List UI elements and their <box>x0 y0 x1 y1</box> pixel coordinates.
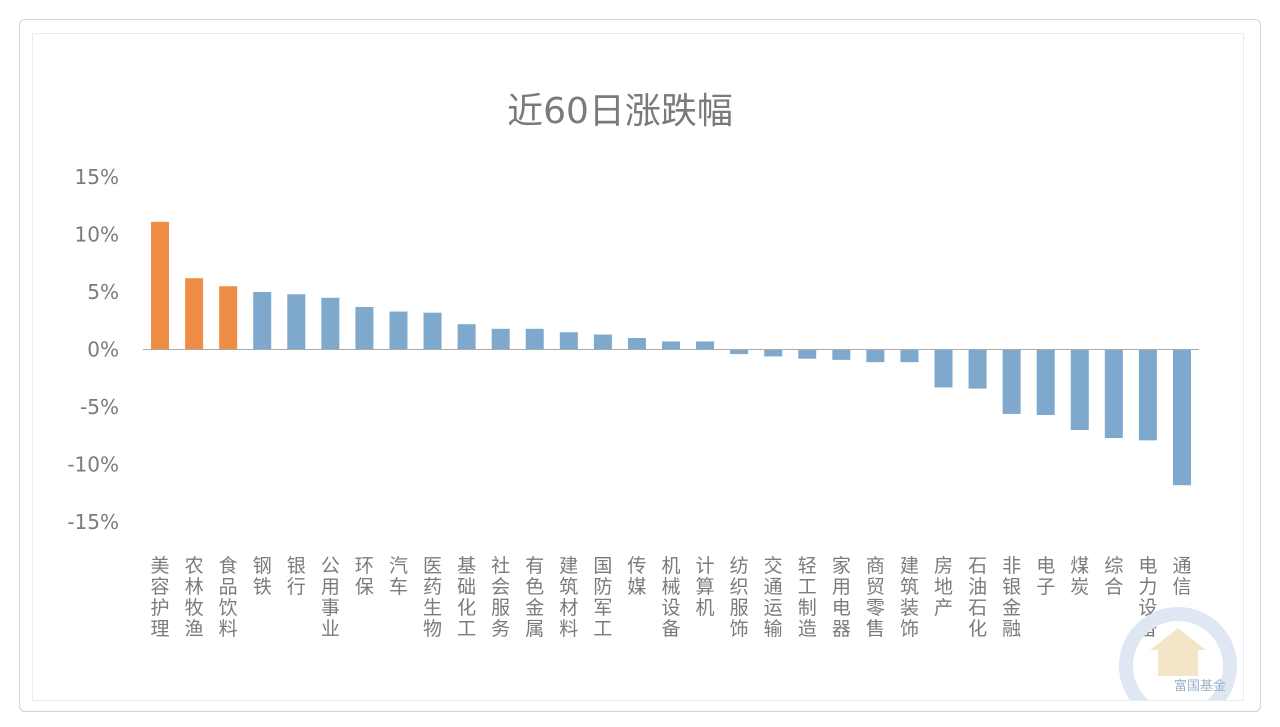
x-tick-label: 农林牧渔 <box>185 555 204 640</box>
bar-17 <box>696 341 715 350</box>
bar-12 <box>525 328 544 350</box>
x-tick-label: 交通运输 <box>764 555 783 640</box>
bar-7 <box>355 306 374 350</box>
bar-10 <box>457 324 476 350</box>
x-tick-label: 通信 <box>1172 555 1191 598</box>
x-tick-label: 社会服务 <box>491 555 510 640</box>
chart-outer-frame <box>19 19 1261 712</box>
bar-23 <box>900 349 919 363</box>
x-tick-label: 汽车 <box>389 555 408 598</box>
y-axis-labels: 15% 10% 5% 0% -5% -10% -15% <box>67 165 119 534</box>
x-tick-label: 食品饮料 <box>219 555 238 640</box>
x-tick-label: 房地产 <box>934 555 953 619</box>
x-tick-label: 美容护理 <box>151 555 170 640</box>
bar-15 <box>627 338 646 350</box>
bar-8 <box>389 311 408 350</box>
x-tick-label: 家用电器 <box>832 555 851 640</box>
x-tick-label: 基础化工 <box>457 555 476 640</box>
x-tick-label: 综合 <box>1104 555 1123 598</box>
chart-title: 近60日涨跌幅 <box>507 91 733 132</box>
bar-22 <box>866 349 885 363</box>
x-tick-label: 国防军工 <box>593 555 612 640</box>
bar-20 <box>798 349 817 359</box>
x-tick-label: 银行 <box>287 555 306 598</box>
y-tick-label: -15% <box>67 510 119 534</box>
bar-9 <box>423 312 442 350</box>
x-tick-label: 石油石化 <box>968 555 987 640</box>
bar-11 <box>491 328 510 350</box>
bar-18 <box>730 349 749 355</box>
bar-24 <box>934 349 953 388</box>
x-tick-label: 环保 <box>355 555 374 598</box>
bar-31 <box>1172 349 1191 486</box>
bar-1 <box>151 221 170 350</box>
bar-16 <box>662 341 680 350</box>
bar-3 <box>219 286 238 350</box>
x-tick-label: 传媒 <box>627 555 646 598</box>
bars <box>151 221 1191 486</box>
y-tick-label: -10% <box>67 453 119 477</box>
bar-5 <box>287 294 306 350</box>
x-tick-label: 医药生物 <box>423 555 442 640</box>
y-tick-label: 0% <box>87 338 119 362</box>
y-tick-label: 15% <box>75 165 119 189</box>
x-tick-label: 轻工制造 <box>798 555 817 640</box>
bar-19 <box>764 349 783 357</box>
x-tick-label: 公用事业 <box>321 555 340 640</box>
x-tick-label: 电力设备 <box>1138 555 1157 640</box>
x-tick-label: 建筑装饰 <box>900 555 919 640</box>
y-tick-label: 5% <box>87 280 119 304</box>
bar-21 <box>832 349 851 360</box>
bar-6 <box>321 297 340 350</box>
bar-13 <box>559 332 578 350</box>
x-tick-label: 计算机 <box>696 555 715 619</box>
x-tick-label: 建筑材料 <box>559 555 578 640</box>
x-tick-label: 纺织服饰 <box>730 555 749 640</box>
bar-4 <box>253 292 272 350</box>
y-tick-label: 10% <box>75 223 119 247</box>
x-tick-label: 有色金属 <box>525 555 544 640</box>
bar-30 <box>1138 349 1157 441</box>
x-tick-label: 电子 <box>1036 555 1055 598</box>
bar-14 <box>593 334 612 350</box>
y-tick-label: -5% <box>80 395 119 419</box>
x-tick-label: 煤炭 <box>1070 555 1089 598</box>
bar-2 <box>185 278 204 350</box>
bar-27 <box>1036 349 1055 416</box>
x-tick-label: 非银金融 <box>1002 555 1021 640</box>
x-tick-label: 商贸零售 <box>866 555 885 640</box>
x-tick-label: 钢铁 <box>253 555 272 598</box>
bar-25 <box>968 349 987 389</box>
bar-29 <box>1104 349 1123 439</box>
x-tick-label: 机械设备 <box>661 555 680 640</box>
bar-26 <box>1002 349 1021 414</box>
x-axis-labels: 美容护理农林牧渔食品饮料钢铁银行公用事业环保汽车医药生物基础化工社会服务有色金属… <box>151 555 1192 640</box>
chart-inner-frame <box>32 33 1244 701</box>
bar-28 <box>1070 349 1089 430</box>
